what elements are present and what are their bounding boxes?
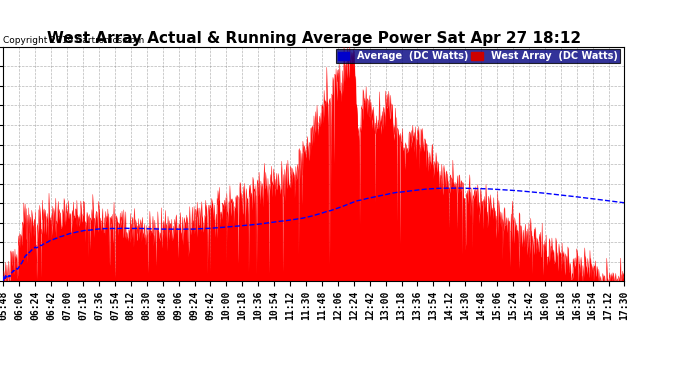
Text: Copyright 2019 Cartronics.com: Copyright 2019 Cartronics.com (3, 36, 145, 45)
Legend: Average  (DC Watts), West Array  (DC Watts): Average (DC Watts), West Array (DC Watts… (335, 50, 620, 63)
Title: West Array Actual & Running Average Power Sat Apr 27 18:12: West Array Actual & Running Average Powe… (47, 31, 581, 46)
